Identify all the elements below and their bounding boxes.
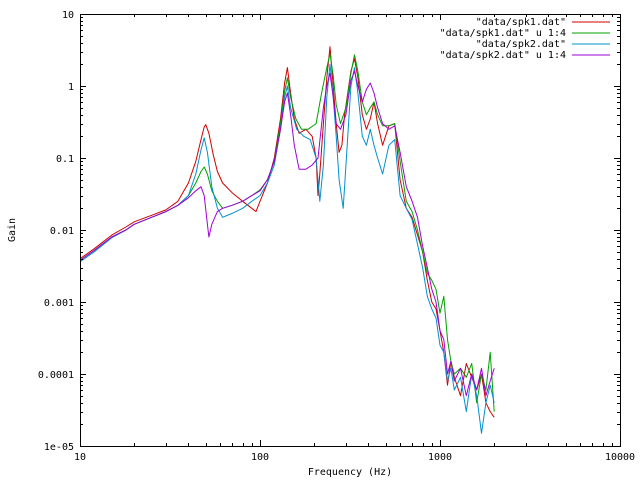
series-line-3 — [80, 63, 495, 434]
x-axis-label: Frequency (Hz) — [308, 467, 392, 478]
legend-label-3: "data/spk2.dat" — [476, 39, 566, 50]
legend-label-1: "data/spk1.dat" — [476, 17, 566, 28]
y-tick-label: 1 — [68, 82, 74, 93]
y-axis-label: Gain — [7, 218, 18, 242]
legend-label-2: "data/spk1.dat" u 1:4 — [440, 28, 566, 39]
axis-layer: 10 100 1000 10000 1e-05 0.0001 0.001 0.01 0.1 1 10 — [38, 10, 635, 463]
legend: "data/spk1.dat""data/spk1.dat" u 1:4"dat… — [440, 17, 610, 61]
series-line-4 — [80, 70, 495, 397]
x-tick-label: 100 — [251, 452, 269, 463]
y-tick-label: 0.01 — [50, 226, 74, 237]
x-tick-label: 1000 — [428, 452, 452, 463]
y-tick-label: 0.001 — [44, 298, 74, 309]
x-tick-label: 10 — [74, 452, 86, 463]
y-tick-label: 0.0001 — [38, 370, 74, 381]
series-line-2 — [80, 53, 495, 412]
y-tick-label: 10 — [62, 10, 74, 21]
legend-label-4: "data/spk2.dat" u 1:4 — [440, 50, 566, 61]
x-tick-label: 10000 — [605, 452, 635, 463]
y-tick-label: 1e-05 — [44, 442, 74, 453]
y-tick-label: 0.1 — [56, 154, 74, 165]
series-line-1 — [80, 46, 495, 418]
series-layer — [80, 46, 495, 434]
